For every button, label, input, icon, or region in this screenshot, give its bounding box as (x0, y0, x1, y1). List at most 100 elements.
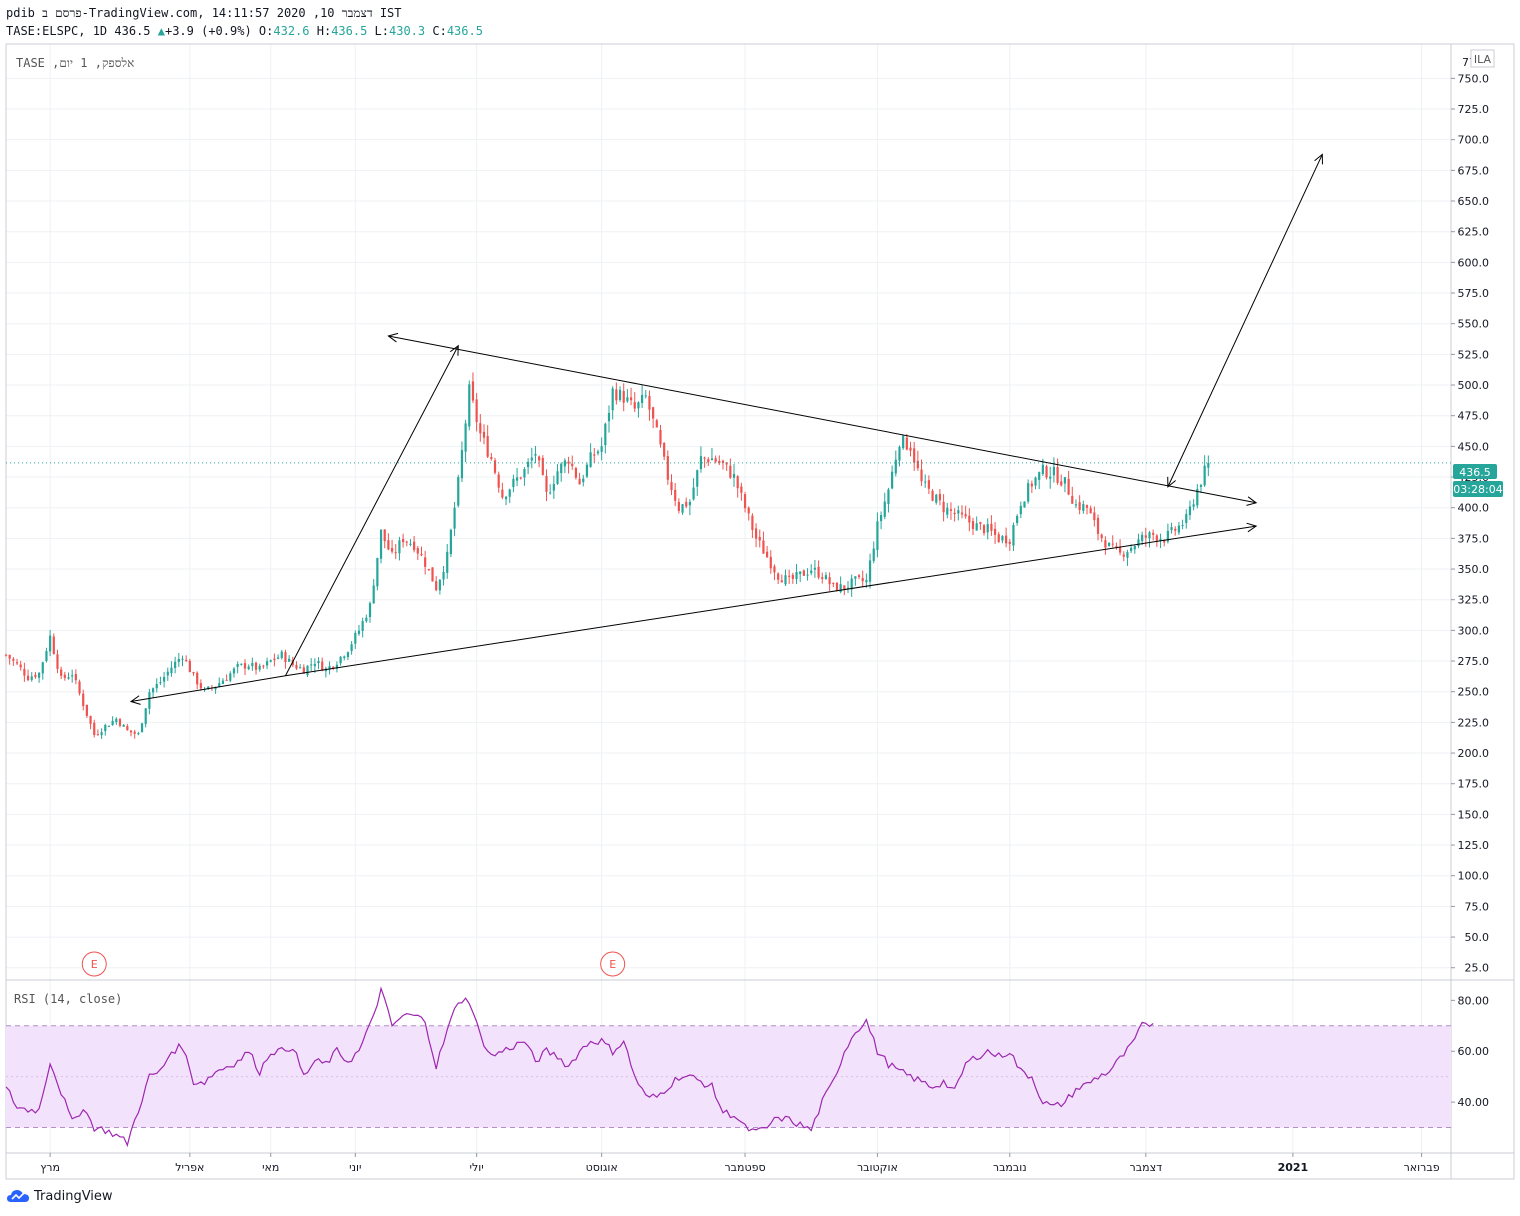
candle-body (317, 660, 320, 664)
candle-body (607, 412, 611, 422)
candle-body (703, 457, 706, 459)
candle-body (898, 446, 901, 461)
candle-body (1185, 514, 1188, 524)
candle-body (1060, 481, 1063, 486)
candle-body (273, 658, 276, 661)
candle-body (1056, 467, 1059, 483)
x-tick-label: יולי (470, 1161, 484, 1174)
candle-body (15, 662, 19, 664)
candle-body (677, 501, 680, 511)
countdown-value: 03:28:04 (1453, 483, 1502, 496)
candle-body (129, 730, 133, 733)
candle-body (1012, 525, 1015, 546)
trendline (388, 335, 1257, 504)
candle-body (1104, 540, 1107, 548)
y-tick-label: 450.0 (1458, 440, 1490, 453)
candle-body (63, 674, 66, 678)
y-tick-label: 550.0 (1458, 318, 1490, 331)
x-tick-label: יוני (349, 1161, 361, 1174)
candle-body (913, 448, 916, 463)
candle-body (810, 570, 813, 573)
candle-body (611, 388, 614, 411)
candle-body (313, 663, 316, 667)
candle-body (19, 664, 22, 668)
candle-body (655, 420, 658, 428)
candle-body (574, 468, 578, 478)
candle-body (942, 501, 945, 513)
candle-body (368, 603, 372, 618)
y-tick-label: 625.0 (1458, 226, 1490, 239)
arrowhead (449, 344, 459, 356)
candle-body (343, 656, 346, 658)
candle-body (354, 632, 357, 644)
cloud-icon (7, 1190, 29, 1202)
candles (4, 372, 1210, 739)
candle-body (846, 587, 850, 589)
candle-body (424, 557, 427, 567)
currency-badge[interactable]: ILA (1470, 49, 1495, 68)
candle-body (1163, 540, 1166, 543)
rsi-line (5, 986, 1154, 1148)
candle-body (1141, 534, 1144, 542)
candle-body (872, 548, 875, 561)
candle-body (1030, 483, 1033, 487)
candle-body (409, 543, 412, 545)
candle-body (1078, 502, 1081, 510)
candle-body (692, 487, 695, 500)
y-tick-label: 750.0 (1458, 72, 1490, 85)
candle-body (762, 540, 765, 554)
candle-body (688, 501, 691, 506)
candle-body (1181, 525, 1184, 527)
candle-body (361, 621, 364, 631)
candle-body (740, 486, 743, 493)
candle-body (946, 507, 949, 515)
candle-body (615, 389, 618, 401)
candle-body (379, 529, 383, 559)
price-tag-value: 436.5 (1459, 466, 1491, 479)
candle-body (545, 476, 548, 492)
candle-body (835, 582, 839, 591)
candle-body (442, 572, 445, 580)
candle-body (527, 461, 530, 468)
candle-body (1166, 530, 1169, 542)
arrowhead (387, 332, 399, 343)
candle-body (637, 402, 640, 409)
candle-body (788, 575, 791, 577)
candle-body (1096, 517, 1100, 534)
candle-body (225, 679, 228, 681)
candle-body (876, 521, 879, 551)
x-tick-label: מאי (262, 1161, 279, 1174)
candle-body (1115, 546, 1118, 548)
candle-body (618, 389, 622, 400)
candle-body (1207, 462, 1210, 468)
y-tick-label: 25.0 (1465, 962, 1490, 975)
candle-body (372, 585, 375, 604)
candle-body (504, 496, 508, 500)
candle-body (1130, 547, 1133, 552)
candle-body (126, 726, 129, 731)
candle-body (1159, 538, 1162, 541)
candle-body (659, 430, 662, 445)
candle-body (457, 477, 460, 506)
candle-body (166, 671, 169, 676)
candle-body (696, 470, 699, 487)
candle-body (1067, 478, 1070, 495)
candle-body (479, 423, 482, 434)
candle-body (1045, 466, 1048, 478)
tradingview-logo[interactable]: TradingView (6, 1188, 113, 1204)
rsi-title: RSI (14, close) (14, 992, 123, 1006)
candle-body (600, 446, 603, 452)
candle-body (979, 522, 982, 524)
candle-body (144, 708, 147, 724)
x-tick-label: 2021 (1278, 1161, 1309, 1174)
candle-body (1111, 543, 1114, 545)
candle-body (321, 661, 324, 671)
candle-body (629, 397, 633, 401)
candle-body (843, 585, 846, 590)
candle-body (736, 476, 739, 489)
candle-body (1049, 476, 1052, 479)
candle-body (468, 384, 471, 427)
candle-body (593, 454, 596, 456)
candle-body (549, 492, 552, 494)
